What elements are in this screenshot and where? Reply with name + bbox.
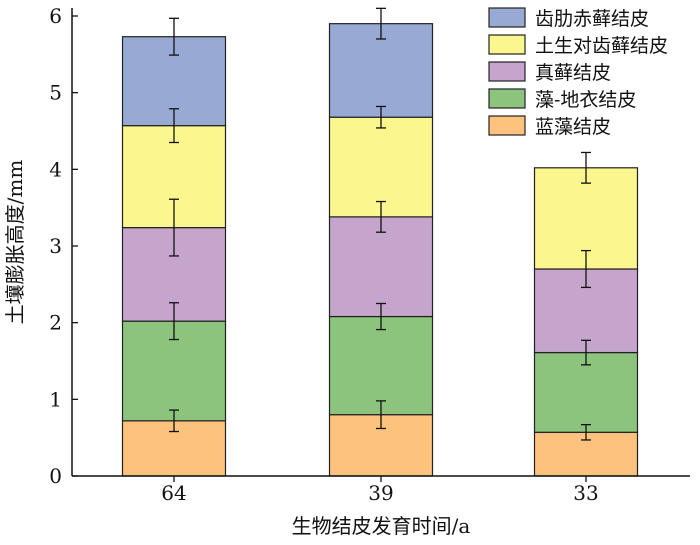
legend-label: 真藓结皮 bbox=[535, 62, 611, 84]
legend-swatch bbox=[488, 88, 526, 109]
legend-label: 齿肋赤藓结皮 bbox=[535, 8, 649, 30]
y-tick-label: 2 bbox=[49, 311, 62, 335]
x-tick-label: 39 bbox=[368, 481, 393, 505]
y-axis-label: 土壤膨胀高度/mm bbox=[3, 160, 27, 325]
y-tick-label: 5 bbox=[49, 81, 62, 105]
legend-label: 土生对齿藓结皮 bbox=[535, 35, 668, 57]
x-tick-label: 64 bbox=[161, 481, 186, 505]
legend-label: 藻-地衣结皮 bbox=[535, 89, 636, 111]
y-tick-label: 3 bbox=[49, 234, 62, 258]
legend-swatch bbox=[488, 61, 526, 82]
legend-swatch bbox=[488, 115, 526, 136]
x-tick-label: 33 bbox=[573, 481, 598, 505]
y-axis-ticks: 0 1 2 3 4 5 6 bbox=[49, 4, 78, 488]
bar-segment bbox=[328, 216, 434, 318]
y-tick-label: 1 bbox=[49, 387, 62, 411]
y-tick-label: 0 bbox=[49, 464, 62, 488]
legend-swatch bbox=[488, 34, 526, 55]
error-bars-layer bbox=[169, 7, 591, 441]
bar-segment bbox=[533, 351, 639, 433]
bar-segment bbox=[328, 315, 434, 416]
legend-swatch bbox=[488, 7, 526, 28]
y-tick-label: 4 bbox=[49, 157, 62, 181]
x-axis-ticks: 64 39 33 bbox=[161, 476, 599, 505]
y-tick-label: 6 bbox=[49, 4, 62, 28]
legend-label: 蓝藻结皮 bbox=[535, 116, 611, 138]
x-axis-label: 生物结皮发育时间/a bbox=[292, 514, 471, 538]
